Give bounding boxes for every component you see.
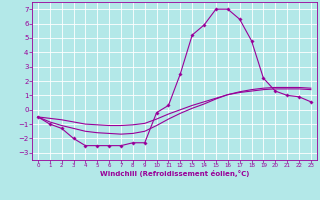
X-axis label: Windchill (Refroidissement éolien,°C): Windchill (Refroidissement éolien,°C) xyxy=(100,170,249,177)
